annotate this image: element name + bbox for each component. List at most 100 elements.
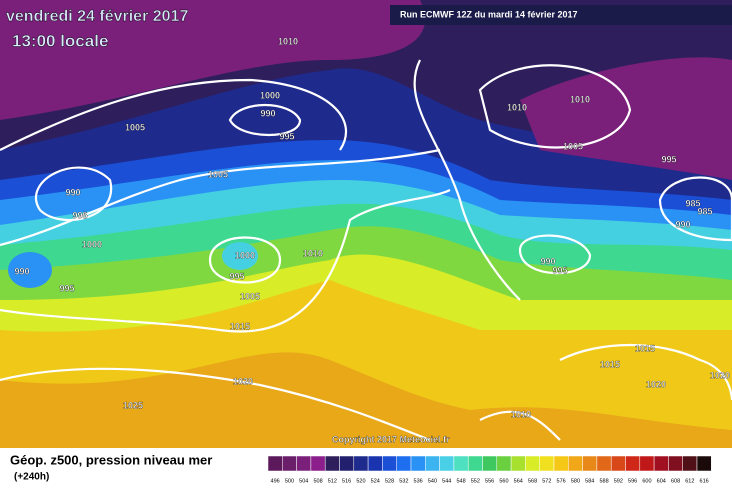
scale-swatch <box>596 455 612 472</box>
copyright: Copyright 2017 Meteociel.fr <box>332 434 450 444</box>
scale-swatch <box>653 455 669 472</box>
scale-swatch <box>324 455 340 472</box>
scale-swatch <box>553 455 569 472</box>
isobar-label: 995 <box>279 131 294 141</box>
isobar-label: 1020 <box>233 376 253 386</box>
scale-label: 596 <box>628 478 637 484</box>
scale-label: 592 <box>614 478 623 484</box>
isobar-label: 995 <box>59 283 74 293</box>
scale-label: 544 <box>442 478 451 484</box>
isobar-label: 995 <box>552 265 567 275</box>
run-box <box>390 5 732 25</box>
scale-swatch <box>696 455 712 472</box>
isobar-label: 1020 <box>646 379 666 389</box>
scale-swatch <box>310 455 326 472</box>
run-label: Run ECMWF 12Z du mardi 14 février 2017 <box>400 9 578 19</box>
scale-label: 496 <box>271 478 280 484</box>
scale-swatch <box>582 455 598 472</box>
scale-swatch <box>539 455 555 472</box>
scale-label: 548 <box>456 478 465 484</box>
scale-swatch <box>610 455 626 472</box>
scale-label: 508 <box>313 478 322 484</box>
scale-swatch <box>668 455 683 472</box>
scale-label: 516 <box>342 478 351 484</box>
field <box>0 0 732 448</box>
legend-title: Géop. z500, pression niveau mer <box>10 452 212 467</box>
scale-label: 588 <box>599 478 608 484</box>
isobar-label: 995 <box>72 210 87 220</box>
isobar-label: 1025 <box>123 400 143 410</box>
isobar-label: 995 <box>661 154 676 164</box>
scale-swatch <box>282 455 297 472</box>
isobar-label: 995 <box>229 271 244 281</box>
isobar-label: 990 <box>260 108 275 118</box>
scale-label: 512 <box>328 478 337 484</box>
isobar-label: 985 <box>685 198 700 208</box>
scale-label: 524 <box>371 478 380 484</box>
scale-label: 528 <box>385 478 394 484</box>
scale-label: 568 <box>528 478 537 484</box>
scale-swatch <box>339 455 355 472</box>
scale-label: 576 <box>557 478 566 484</box>
scale-label: 536 <box>414 478 423 484</box>
scale-swatch <box>396 455 412 472</box>
color-scale: 496 500 504 508 512 516 520 524 528 532 536 540 544 5… <box>267 455 712 484</box>
scale-swatch <box>467 455 483 472</box>
isobar-label: 1015 <box>230 321 250 331</box>
isobar-label: 985 <box>697 206 712 216</box>
scale-swatch <box>625 455 641 472</box>
isobar-label: 1005 <box>125 122 145 132</box>
isobar-label: 1010 <box>511 409 531 419</box>
scale-swatch <box>482 455 498 472</box>
scale-label: 612 <box>685 478 694 484</box>
scale-label: 540 <box>428 478 437 484</box>
isobar-label: 1015 <box>635 343 655 353</box>
scale-swatch <box>425 455 440 472</box>
scale-swatch <box>453 455 469 472</box>
isobar-label: 1005 <box>208 169 228 179</box>
scale-label: 572 <box>542 478 551 484</box>
scale-swatch <box>496 455 512 472</box>
scale-label: 500 <box>285 478 294 484</box>
scale-swatch <box>510 455 526 472</box>
isobar-label: 1015 <box>600 359 620 369</box>
isobar-label: 1000 <box>82 239 102 249</box>
isobar-labels: 1010100099099510059909951000990995100510… <box>14 36 730 419</box>
isobar-label: 990 <box>540 256 555 266</box>
scale-swatch <box>296 455 312 472</box>
scale-label: 520 <box>356 478 365 484</box>
scale-swatch <box>568 455 583 472</box>
isobars <box>0 59 732 442</box>
scale-label: 584 <box>585 478 594 484</box>
time: 13:00 locale <box>12 31 108 50</box>
scale-label: 560 <box>499 478 508 484</box>
scale-label: 604 <box>657 478 666 484</box>
isobar-label: 990 <box>675 219 690 229</box>
scale-swatch <box>267 455 283 472</box>
scale-label: 580 <box>571 478 580 484</box>
scale-swatch <box>353 455 369 472</box>
scale-label: 608 <box>671 478 680 484</box>
scale-label: 532 <box>399 478 408 484</box>
isobar-label: 990 <box>14 266 29 276</box>
scale-label: 504 <box>299 478 308 484</box>
isobar-label: 1010 <box>278 36 298 46</box>
date: vendredi 24 février 2017 <box>6 8 188 25</box>
isobar-label: 990 <box>65 187 80 197</box>
scale-swatch <box>525 455 540 472</box>
scale-swatch <box>367 455 383 472</box>
scale-label: 556 <box>485 478 494 484</box>
isobar-label: 1010 <box>303 248 323 258</box>
isobar-label: 1010 <box>570 94 590 104</box>
scale-swatch <box>682 455 698 472</box>
isobar-label: 1005 <box>240 291 260 301</box>
scale-label: 600 <box>642 478 651 484</box>
isobar-label: 1005 <box>563 141 583 151</box>
scale-swatch <box>639 455 655 472</box>
lead-time: (+240h) <box>14 472 49 483</box>
scale-swatch <box>382 455 397 472</box>
scale-swatch <box>410 455 426 472</box>
isobar-label: 1000 <box>235 250 255 260</box>
scale-label: 552 <box>471 478 480 484</box>
